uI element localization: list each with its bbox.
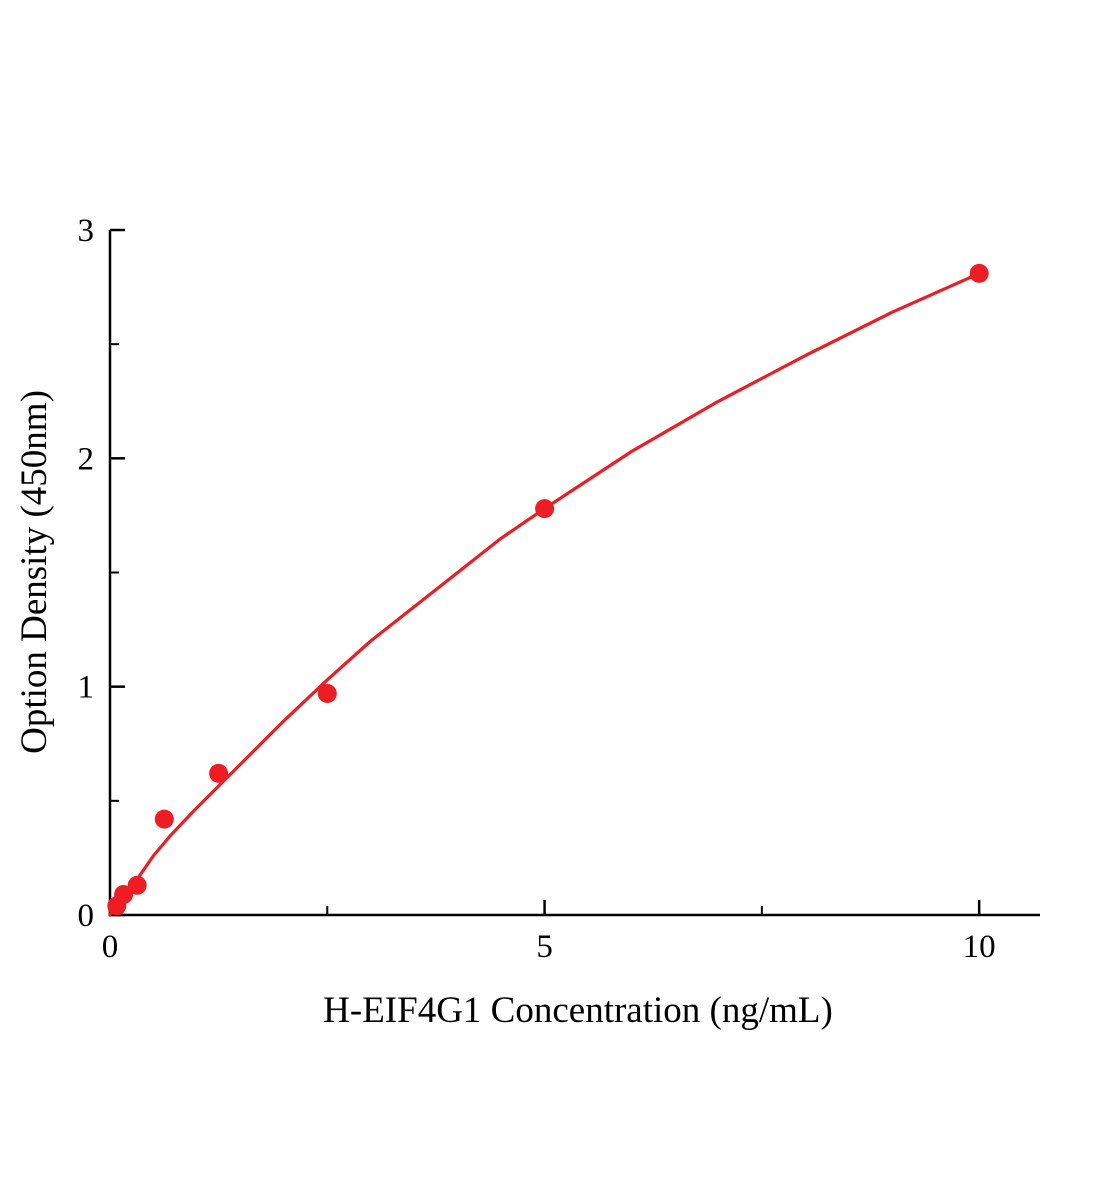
data-point: [969, 263, 989, 283]
y-tick-label: 0: [78, 898, 95, 934]
x-tick-label: 10: [963, 929, 996, 965]
x-tick-label: 5: [536, 929, 553, 965]
y-tick-label: 2: [78, 441, 95, 477]
data-point: [535, 499, 555, 519]
tick-labels-group: 0 5 10 0 1 2 3: [78, 213, 996, 965]
data-point: [127, 875, 147, 895]
x-tick-label: 0: [102, 929, 119, 965]
data-point: [317, 684, 337, 703]
y-tick-label: 3: [78, 213, 95, 249]
y-axis-label: Option Density (450nm): [14, 390, 55, 754]
fit-curve-group: [108, 271, 981, 917]
x-axis-label: H-EIF4G1 Concentration (ng/mL): [323, 990, 833, 1031]
fit-curve: [108, 271, 981, 917]
data-points-group: [107, 263, 989, 916]
axes-group: [108, 230, 1040, 917]
y-tick-label: 1: [78, 670, 95, 706]
data-point: [114, 885, 134, 904]
data-point: [154, 809, 174, 829]
data-point: [209, 763, 229, 783]
